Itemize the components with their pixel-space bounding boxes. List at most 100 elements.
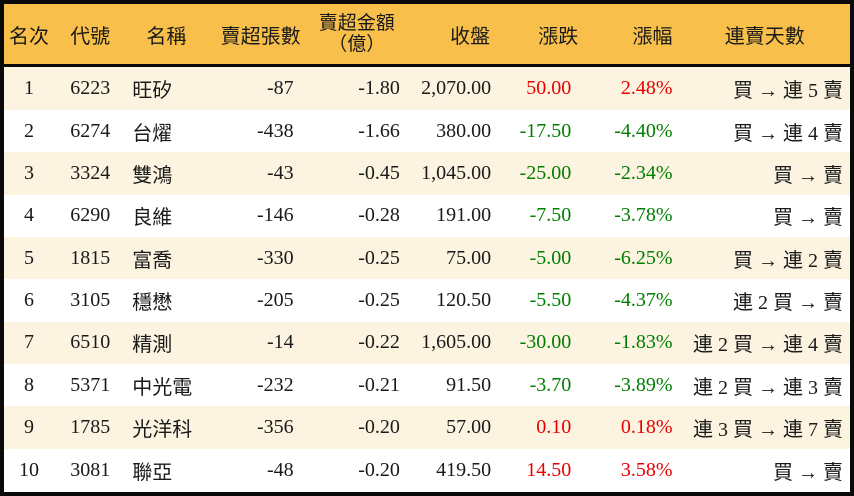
cell-change-pct: -6.25% xyxy=(614,246,673,269)
cell-sell-volume: -232 xyxy=(257,373,294,396)
table-body: 1 6223 旺矽 -87 -1.80 2,070.00 50.00 2.48%… xyxy=(2,65,852,494)
cell-close: 419.50 xyxy=(436,458,492,481)
cell-rank: 7 xyxy=(24,331,35,354)
col-header-sell-amount: 賣超金額 （億） xyxy=(305,2,408,67)
cell-sell-amount: -1.66 xyxy=(358,119,400,142)
cell-sell-volume: -48 xyxy=(267,458,294,481)
cell-streak: 連 2 買 → 連 4 賣 xyxy=(693,334,843,357)
cell-close: 120.50 xyxy=(436,289,492,312)
cell-rank: 8 xyxy=(24,373,35,396)
cell-name: 光洋科 xyxy=(132,419,193,442)
table-row: 8 5371 中光電 -232 -0.21 91.50 -3.70 -3.89%… xyxy=(2,364,852,407)
col-header-change: 漲跌 xyxy=(500,2,584,67)
cell-close: 2,070.00 xyxy=(421,76,492,99)
cell-streak: 買 → 連 5 賣 xyxy=(733,79,843,102)
cell-sell-amount: -0.25 xyxy=(358,289,400,312)
cell-change-pct: -3.89% xyxy=(614,373,673,396)
cell-sell-volume: -330 xyxy=(257,246,294,269)
cell-sell-amount: -0.22 xyxy=(358,331,400,354)
cell-code: 6274 xyxy=(70,119,111,142)
table-row: 2 6274 台燿 -438 -1.66 380.00 -17.50 -4.40… xyxy=(2,109,852,153)
cell-name: 精測 xyxy=(132,334,173,357)
cell-rank: 3 xyxy=(24,161,35,184)
cell-change: -5.00 xyxy=(529,246,572,269)
table-row: 9 1785 光洋科 -356 -0.20 57.00 0.10 0.18% 連… xyxy=(2,406,852,449)
cell-code: 1815 xyxy=(70,246,111,269)
cell-change-pct: 2.48% xyxy=(620,76,673,99)
cell-change-pct: 3.58% xyxy=(620,458,673,481)
cell-change-pct: -4.40% xyxy=(614,119,673,142)
table-header: 名次 代號 名稱 賣超張數 賣超金額 （億） 收盤 漲跌 漲幅 連賣天數 xyxy=(2,2,852,67)
cell-rank: 6 xyxy=(24,289,35,312)
cell-close: 1,605.00 xyxy=(421,331,492,354)
cell-change: -5.50 xyxy=(529,289,572,312)
cell-name: 富喬 xyxy=(132,249,173,272)
cell-close: 91.50 xyxy=(446,373,492,396)
cell-code: 5371 xyxy=(70,373,111,396)
cell-change: -7.50 xyxy=(529,204,572,227)
col-header-close: 收盤 xyxy=(407,2,501,67)
cell-code: 6223 xyxy=(70,76,111,99)
cell-streak: 連 2 買 → 連 3 賣 xyxy=(693,376,843,399)
cell-rank: 5 xyxy=(24,246,35,269)
col-header-sell-amount-line2: （億） xyxy=(328,34,386,55)
cell-name: 台燿 xyxy=(132,122,173,145)
cell-streak: 連 2 買 → 賣 xyxy=(733,292,843,315)
cell-sell-amount: -0.21 xyxy=(358,373,400,396)
table-row: 7 6510 精測 -14 -0.22 1,605.00 -30.00 -1.8… xyxy=(2,321,852,365)
cell-code: 6510 xyxy=(70,331,111,354)
cell-rank: 1 xyxy=(24,76,35,99)
col-header-sell-volume: 賣超張數 xyxy=(206,2,306,67)
cell-close: 1,045.00 xyxy=(421,161,492,184)
col-header-change-pct: 漲幅 xyxy=(583,2,680,67)
cell-sell-volume: -356 xyxy=(257,416,294,439)
col-header-sell-amount-line1: 賣超金額 xyxy=(318,12,395,34)
table-row: 3 3324 雙鴻 -43 -0.45 1,045.00 -25.00 -2.3… xyxy=(2,152,852,195)
cell-streak: 買 → 賣 xyxy=(773,164,843,187)
cell-name: 聯亞 xyxy=(132,461,173,484)
table-row: 5 1815 富喬 -330 -0.25 75.00 -5.00 -6.25% … xyxy=(2,236,852,280)
cell-streak: 買 → 連 2 賣 xyxy=(733,249,843,272)
cell-sell-volume: -146 xyxy=(257,204,294,227)
cell-name: 中光電 xyxy=(132,376,193,399)
table-row: 10 3081 聯亞 -48 -0.20 419.50 14.50 3.58% … xyxy=(2,448,852,494)
cell-rank: 9 xyxy=(24,416,35,439)
cell-change: 14.50 xyxy=(526,458,572,481)
cell-sell-amount: -0.20 xyxy=(358,416,400,439)
cell-rank: 4 xyxy=(24,204,35,227)
cell-name: 旺矽 xyxy=(132,79,173,102)
col-header-streak: 連賣天數 xyxy=(679,2,852,67)
cell-close: 380.00 xyxy=(436,119,492,142)
cell-close: 57.00 xyxy=(446,416,492,439)
cell-code: 3324 xyxy=(70,161,111,184)
table-row: 1 6223 旺矽 -87 -1.80 2,070.00 50.00 2.48%… xyxy=(2,65,852,110)
cell-streak: 買 → 連 4 賣 xyxy=(733,122,843,145)
cell-change: -3.70 xyxy=(529,373,572,396)
table-row: 4 6290 良維 -146 -0.28 191.00 -7.50 -3.78%… xyxy=(2,194,852,237)
cell-close: 191.00 xyxy=(436,204,492,227)
cell-code: 3081 xyxy=(70,458,111,481)
col-header-name: 名稱 xyxy=(126,2,207,67)
cell-change: -30.00 xyxy=(519,331,572,354)
cell-close: 75.00 xyxy=(446,246,492,269)
cell-sell-amount: -0.25 xyxy=(358,246,400,269)
cell-sell-amount: -0.28 xyxy=(358,204,400,227)
cell-name: 穩懋 xyxy=(132,292,173,315)
cell-code: 3105 xyxy=(70,289,111,312)
cell-rank: 2 xyxy=(24,119,35,142)
cell-sell-volume: -43 xyxy=(267,161,294,184)
cell-streak: 買 → 賣 xyxy=(773,207,843,230)
cell-sell-amount: -0.45 xyxy=(358,161,400,184)
cell-code: 1785 xyxy=(70,416,111,439)
cell-change: -17.50 xyxy=(519,119,572,142)
cell-change: 50.00 xyxy=(526,76,572,99)
cell-change-pct: 0.18% xyxy=(620,416,673,439)
cell-streak: 連 3 買 → 連 7 賣 xyxy=(693,419,843,442)
cell-sell-amount: -1.80 xyxy=(358,76,400,99)
cell-change: -25.00 xyxy=(519,161,572,184)
col-header-rank: 名次 xyxy=(2,2,55,67)
table-row: 6 3105 穩懋 -205 -0.25 120.50 -5.50 -4.37%… xyxy=(2,279,852,322)
cell-change-pct: -3.78% xyxy=(614,204,673,227)
cell-rank: 10 xyxy=(19,458,40,481)
